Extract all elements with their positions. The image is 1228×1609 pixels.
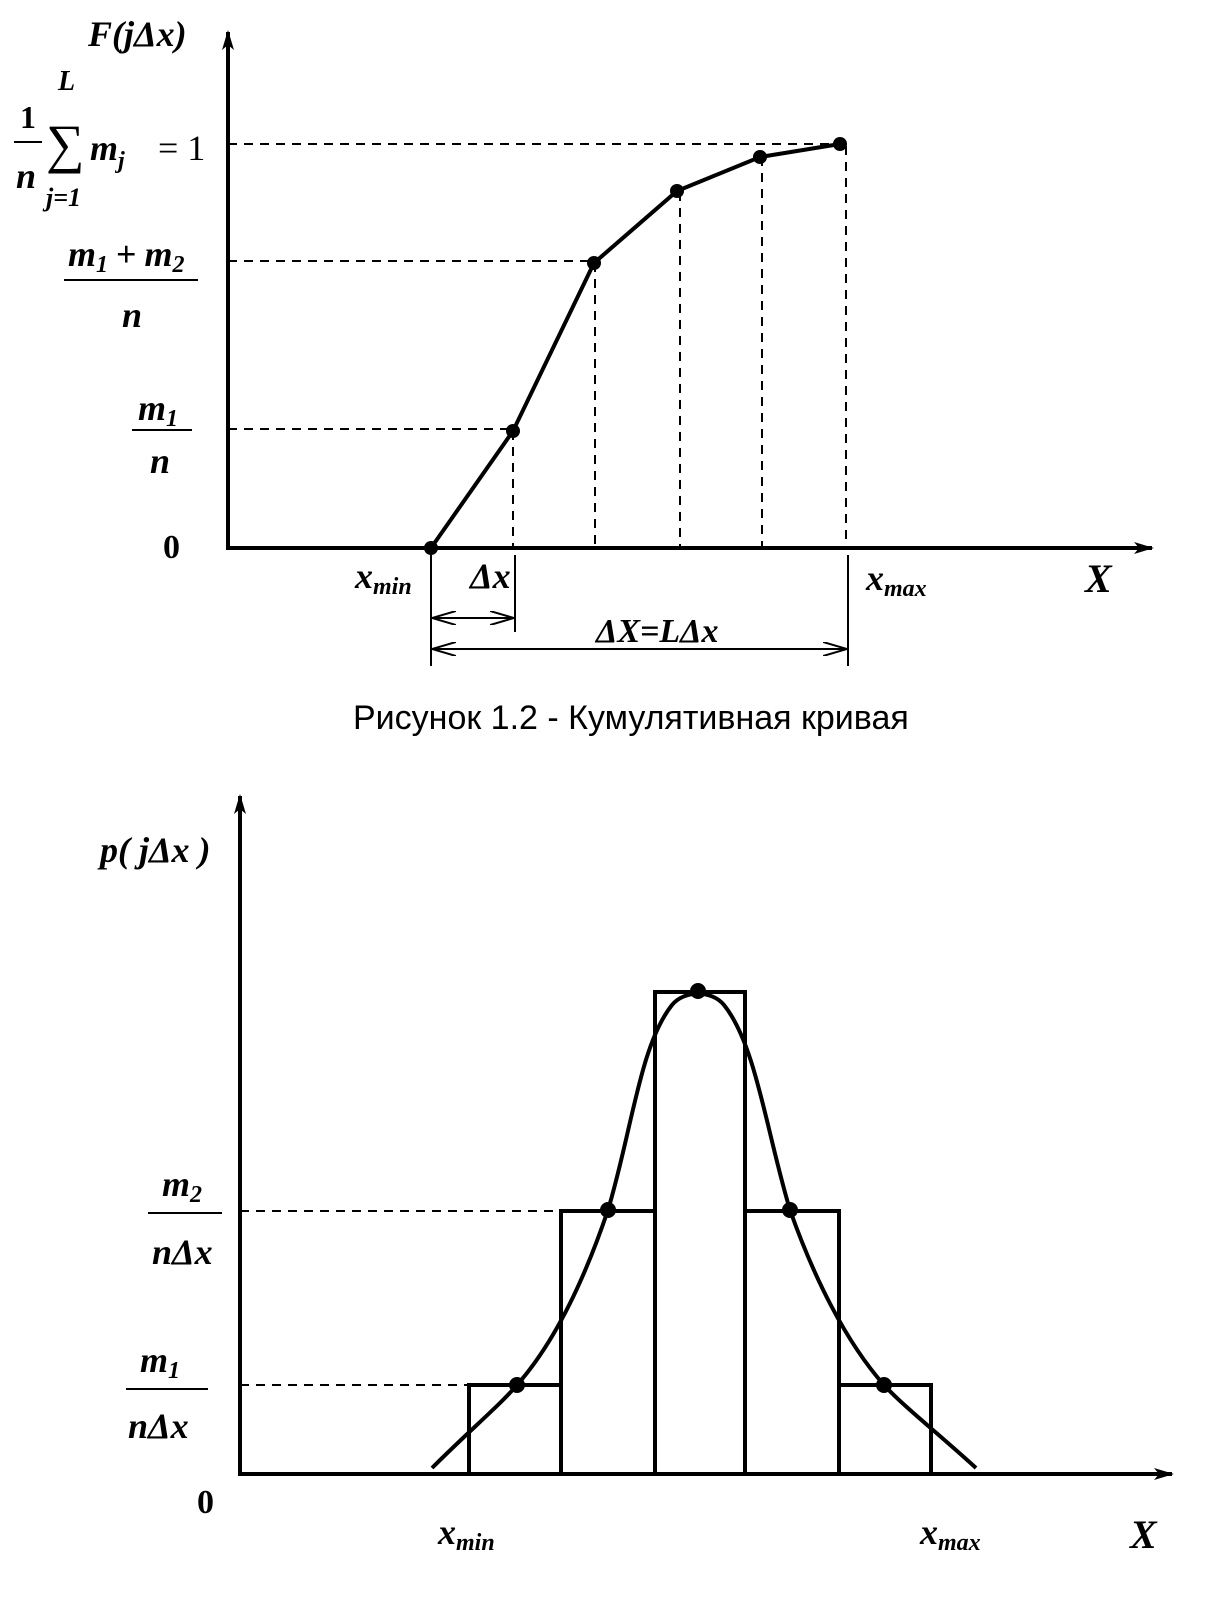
bottom-y-axis-label: p( jΔx ) (97, 830, 211, 870)
tick-sum-equals-one: 1 n L ∑ mj = 1 j=1 (14, 66, 205, 212)
density-point (690, 983, 706, 999)
top-xmin-label: xmin (354, 556, 412, 600)
svg-text:n: n (150, 441, 170, 481)
svg-text:= 1: = 1 (158, 128, 205, 168)
svg-text:n: n (122, 295, 142, 335)
delta-x-label: Δx (468, 556, 511, 596)
cumulative-chart: F(jΔx) X 0 xmin xmax Δx ΔX=LΔx m1 n m1 + m… (14, 14, 1154, 666)
bottom-xmax-label: xmax (919, 1512, 981, 1556)
svg-text:1: 1 (20, 99, 36, 135)
curve-point (587, 256, 601, 270)
histogram-bar (743, 1209, 841, 1476)
bottom-tick-zero: 0 (197, 1484, 214, 1521)
top-x-axis-label: X (1083, 556, 1113, 601)
curve-point (424, 541, 438, 555)
curve-point (753, 150, 767, 164)
svg-text:j=1: j=1 (42, 183, 81, 212)
cumulative-curve (429, 142, 841, 550)
curve-point (833, 137, 847, 151)
histogram-bar (653, 990, 747, 1476)
density-point (782, 1202, 798, 1218)
svg-text:m1: m1 (138, 388, 178, 432)
svg-text:∑: ∑ (46, 114, 85, 174)
tick-m1-plus-m2-over-n: m1 + m2 n (64, 234, 198, 335)
figure-caption: Рисунок 1.2 - Кумулятивная кривая (353, 699, 909, 737)
tick-m1-over-n: m1 n (132, 388, 192, 481)
svg-text:L: L (57, 66, 75, 97)
curve-point (670, 184, 684, 198)
svg-text:m1+m2: m1 + m2 (68, 234, 185, 278)
top-tick-zero: 0 (163, 529, 180, 566)
top-y-axis-label: F(jΔx) (87, 14, 187, 54)
bottom-x-axis-label: X (1128, 1512, 1158, 1557)
density-curve (430, 991, 978, 1470)
svg-text:m1: m1 (140, 1340, 180, 1384)
density-point (509, 1377, 525, 1393)
bottom-xmin-label: xmin (437, 1512, 495, 1556)
histogram-bar (467, 1383, 563, 1476)
density-point (876, 1377, 892, 1393)
curve-point (506, 424, 520, 438)
range-label: ΔX=LΔx (594, 613, 718, 650)
svg-text:nΔx: nΔx (152, 1232, 213, 1272)
svg-text:nΔx: nΔx (128, 1406, 189, 1446)
tick-m1-over-ndx: m1 nΔx (126, 1340, 208, 1446)
tick-m2-over-ndx: m2 nΔx (148, 1164, 222, 1272)
svg-text:m2: m2 (162, 1164, 202, 1208)
top-xmax-label: xmax (865, 558, 927, 602)
histogram-bar (559, 1209, 657, 1476)
svg-text:n: n (16, 156, 36, 196)
density-point (600, 1202, 616, 1218)
histogram-chart: p( jΔx ) X 0 xmin xmax m2 nΔx m1 nΔx (97, 794, 1174, 1557)
svg-text:mj: mj (90, 128, 125, 174)
histogram-bar (837, 1383, 933, 1476)
